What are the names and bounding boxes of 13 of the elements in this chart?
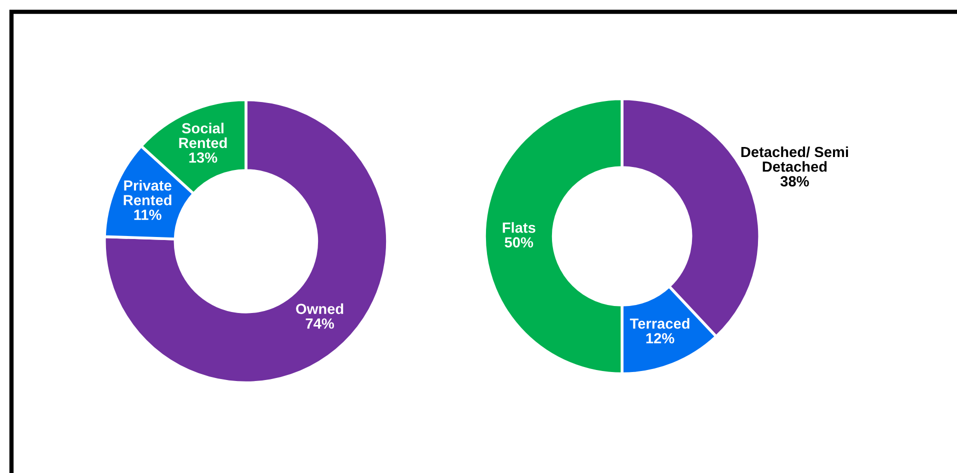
data-label: 13% bbox=[189, 152, 218, 163]
data-label: 12% bbox=[646, 333, 674, 344]
data-label: 11% bbox=[134, 210, 162, 220]
donut-slice bbox=[103, 98, 389, 384]
slice-label: Private Rented bbox=[124, 180, 172, 206]
slice-label: Owned bbox=[296, 303, 344, 314]
data-label: 38% bbox=[780, 176, 809, 186]
data-label: 74% bbox=[306, 318, 334, 329]
slice-label: Social Rented bbox=[179, 122, 227, 148]
slice-label: Terraced bbox=[630, 318, 690, 329]
slice-label: Flats bbox=[502, 222, 536, 233]
data-label: 50% bbox=[504, 237, 534, 248]
slice-label: Detached/ Semi Detached bbox=[741, 146, 848, 172]
